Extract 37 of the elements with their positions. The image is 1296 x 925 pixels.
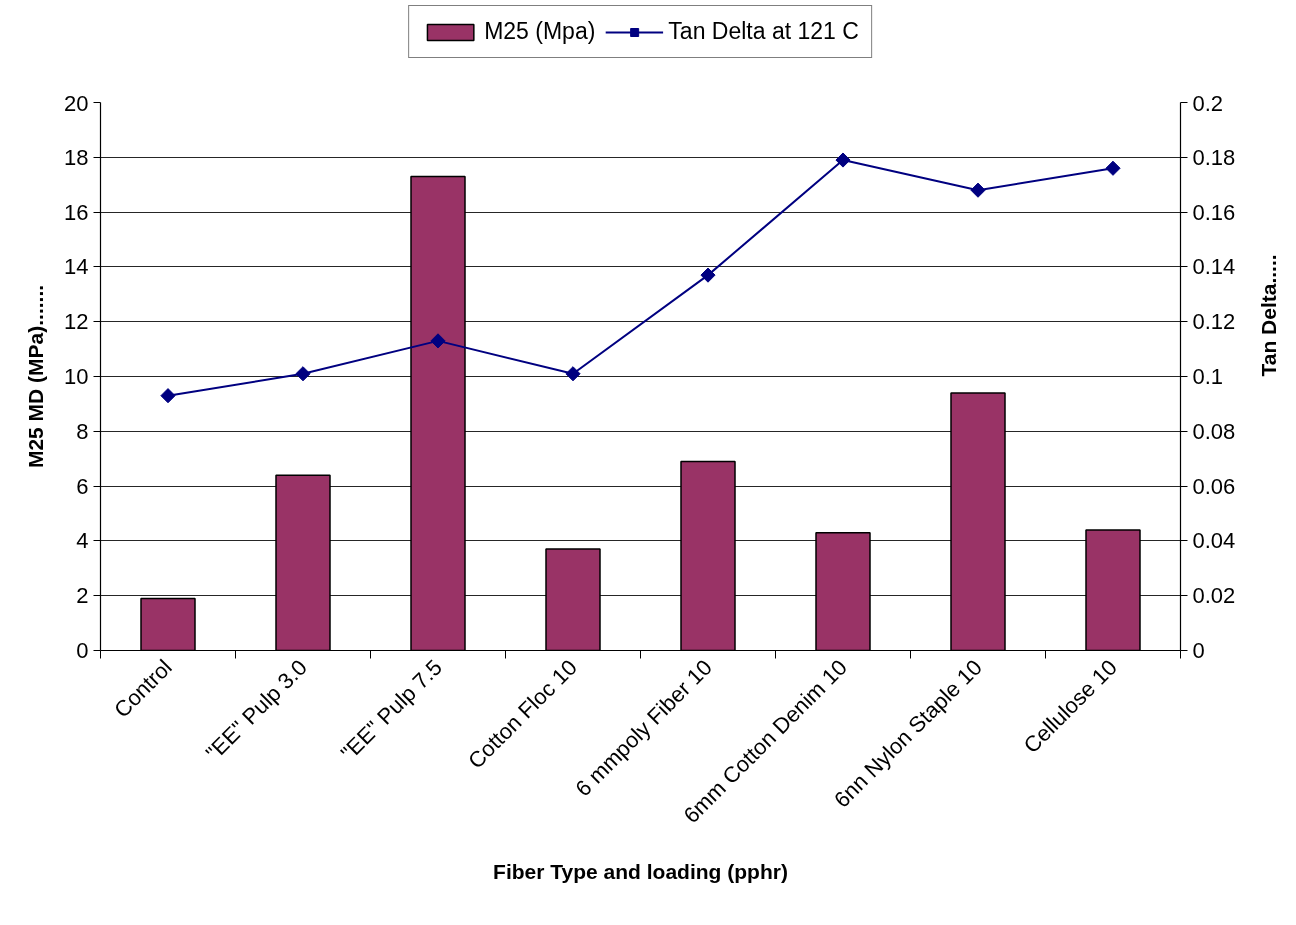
point bbox=[565, 366, 581, 382]
y-tick-label: 6 bbox=[76, 473, 89, 499]
x-tick-label: "EE" Pulp 3.0 bbox=[200, 654, 312, 766]
y-tick-label: 12 bbox=[64, 309, 89, 335]
y2-tick-label: 0.16 bbox=[1192, 199, 1236, 225]
y-tick-label: 4 bbox=[76, 528, 89, 554]
y-tick-label: 18 bbox=[64, 144, 89, 170]
y2-tick-label: 0.06 bbox=[1192, 473, 1236, 499]
y-tick-label: 0 bbox=[76, 638, 89, 663]
y2-tick-label: 0.12 bbox=[1192, 309, 1236, 335]
y2-tick-label: 0.18 bbox=[1192, 144, 1236, 170]
point bbox=[700, 267, 716, 283]
point bbox=[160, 388, 176, 404]
point bbox=[970, 182, 986, 198]
y2-tick-label: 0.04 bbox=[1192, 528, 1236, 554]
point bbox=[835, 152, 851, 168]
y2-axis-title: Tan Delta..... bbox=[1256, 254, 1280, 377]
point bbox=[295, 366, 311, 382]
x-axis-title: Fiber Type and loading (pphr) bbox=[493, 859, 788, 883]
y-tick-label: 14 bbox=[64, 254, 89, 280]
y2-tick-label: 0.2 bbox=[1192, 90, 1224, 116]
legend-label: M25 (Mpa) bbox=[484, 18, 596, 45]
y2-tick-label: 0.1 bbox=[1192, 364, 1224, 389]
y-tick-label: 16 bbox=[64, 199, 89, 225]
legend-label: Tan Delta at 121 C bbox=[668, 18, 859, 45]
y-tick-label: 8 bbox=[76, 418, 89, 444]
y-tick-label: 2 bbox=[76, 583, 89, 609]
y-tick-label: 10 bbox=[64, 364, 89, 389]
y-tick-label: 20 bbox=[64, 90, 89, 116]
y2-tick-label: 0 bbox=[1192, 638, 1205, 663]
y2-tick-label: 0.14 bbox=[1192, 254, 1236, 280]
y-axis-title: M25 MD (MPa)....... bbox=[24, 284, 48, 469]
point bbox=[430, 333, 446, 349]
y2-tick-label: 0.08 bbox=[1192, 418, 1236, 444]
y2-tick-label: 0.02 bbox=[1192, 583, 1236, 609]
point bbox=[1105, 160, 1121, 176]
x-tick-label: "EE" Pulp 7.5 bbox=[335, 654, 447, 766]
